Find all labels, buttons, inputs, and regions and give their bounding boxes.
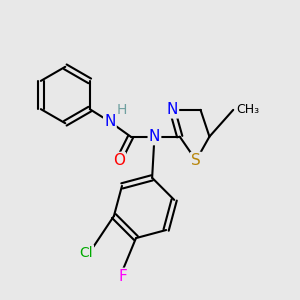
Text: CH₃: CH₃ — [236, 103, 259, 116]
Text: F: F — [119, 269, 128, 284]
Text: N: N — [149, 129, 160, 144]
Text: O: O — [113, 153, 125, 168]
Text: Cl: Cl — [79, 245, 93, 260]
Text: N: N — [104, 114, 116, 129]
Text: N: N — [167, 102, 178, 117]
Text: H: H — [117, 103, 127, 117]
Text: S: S — [191, 153, 201, 168]
